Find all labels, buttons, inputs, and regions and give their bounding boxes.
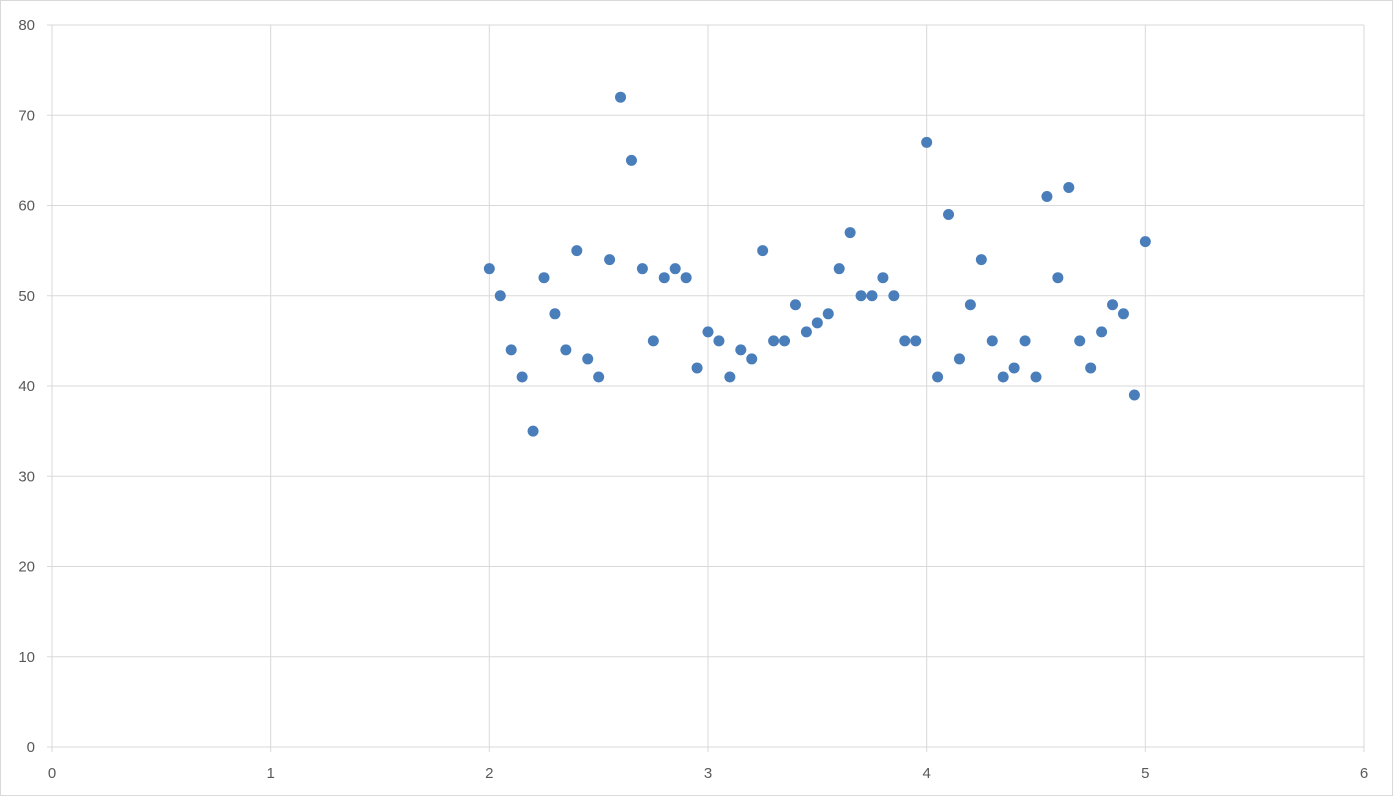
data-point <box>910 335 922 347</box>
data-point <box>1107 299 1119 311</box>
y-tick-label: 40 <box>18 378 35 395</box>
data-point <box>560 344 572 356</box>
x-tick-label: 6 <box>1360 765 1368 782</box>
y-tick-label: 60 <box>18 198 35 215</box>
data-point <box>1117 308 1129 320</box>
data-point <box>757 245 769 257</box>
data-point <box>1085 362 1097 374</box>
data-point <box>1128 389 1140 401</box>
data-point <box>1041 190 1053 202</box>
data-point <box>844 227 856 239</box>
data-point <box>779 335 791 347</box>
data-point <box>527 425 539 437</box>
data-point <box>888 290 900 302</box>
data-point <box>855 290 867 302</box>
data-point <box>713 335 725 347</box>
data-point <box>943 209 955 221</box>
data-point <box>1074 335 1086 347</box>
data-point <box>833 263 845 275</box>
data-point <box>636 263 648 275</box>
data-point <box>483 263 495 275</box>
data-point <box>516 371 528 383</box>
data-point <box>505 344 517 356</box>
data-point <box>975 254 987 266</box>
data-point <box>899 335 911 347</box>
data-point <box>953 353 965 365</box>
data-point <box>593 371 605 383</box>
data-points <box>483 91 1151 437</box>
data-point <box>615 91 627 103</box>
data-point <box>1096 326 1108 338</box>
data-point <box>1008 362 1020 374</box>
data-point <box>669 263 681 275</box>
gridlines <box>52 24 1365 747</box>
data-point <box>582 353 594 365</box>
data-point <box>746 353 758 365</box>
y-tick-label: 80 <box>18 17 35 34</box>
data-point <box>811 317 823 329</box>
data-point <box>822 308 834 320</box>
data-point <box>549 308 561 320</box>
x-tick-label: 4 <box>922 765 930 782</box>
x-tick-label: 5 <box>1141 765 1149 782</box>
y-tick-label: 20 <box>18 559 35 576</box>
data-point <box>877 272 889 284</box>
data-point <box>997 371 1009 383</box>
data-point <box>494 290 506 302</box>
data-point <box>789 299 801 311</box>
data-point <box>680 272 692 284</box>
data-point <box>625 154 637 166</box>
data-point <box>986 335 998 347</box>
y-tick-label: 30 <box>18 468 35 485</box>
x-tick-label: 1 <box>266 765 274 782</box>
x-tick-label: 3 <box>704 765 712 782</box>
data-point <box>921 136 933 148</box>
data-point <box>735 344 747 356</box>
data-point <box>768 335 780 347</box>
data-point <box>604 254 616 266</box>
data-point <box>691 362 703 374</box>
x-tick-label: 2 <box>485 765 493 782</box>
y-tick-label: 70 <box>18 107 35 124</box>
data-point <box>1019 335 1031 347</box>
data-point <box>932 371 944 383</box>
y-tick-label: 50 <box>18 288 35 305</box>
data-point <box>647 335 659 347</box>
y-tick-label: 0 <box>27 739 35 756</box>
data-point <box>658 272 670 284</box>
data-point <box>538 272 550 284</box>
x-tick-label: 0 <box>48 765 56 782</box>
axes <box>47 24 1365 752</box>
data-point <box>964 299 976 311</box>
data-point <box>866 290 878 302</box>
data-point <box>724 371 736 383</box>
data-point <box>571 245 583 257</box>
data-point <box>1139 236 1151 248</box>
data-point <box>1030 371 1042 383</box>
data-point <box>1063 181 1075 193</box>
data-point <box>800 326 812 338</box>
y-tick-label: 10 <box>18 649 35 666</box>
data-point <box>702 326 714 338</box>
data-point <box>1052 272 1064 284</box>
